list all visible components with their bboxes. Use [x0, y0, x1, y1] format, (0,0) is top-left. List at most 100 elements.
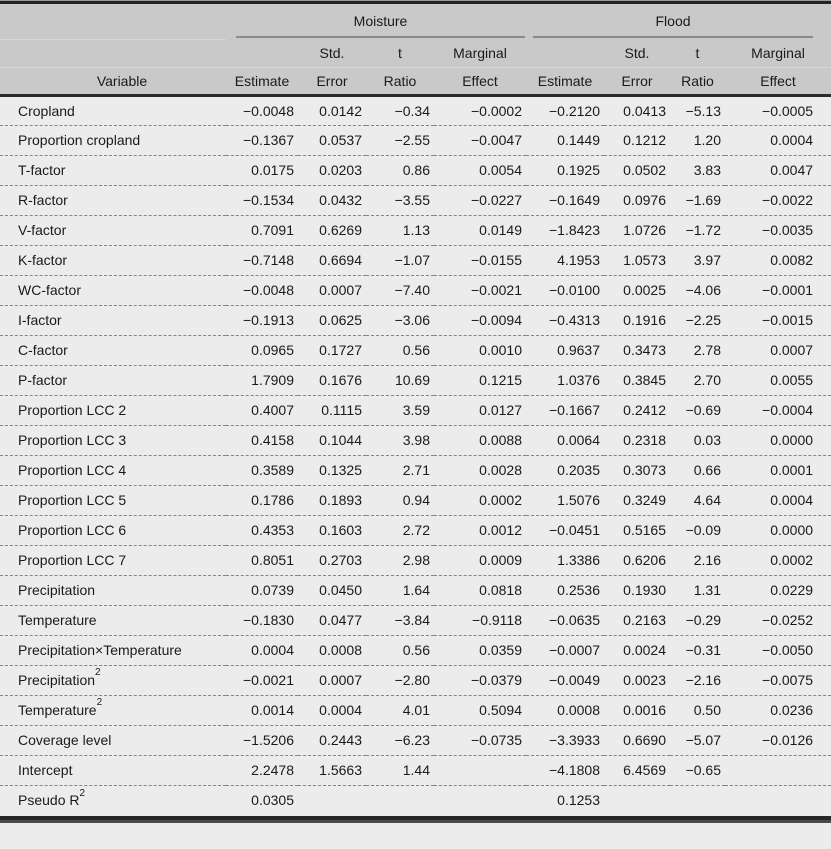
value-cell: 0.0007	[298, 665, 366, 696]
value-cell: 1.31	[670, 575, 725, 606]
subheader-row-2: Variable Estimate Error Ratio Effect Est…	[0, 67, 831, 97]
value-cell: −0.0021	[434, 275, 526, 306]
value-cell: 0.0002	[725, 545, 831, 576]
variable-cell: Intercept	[0, 755, 226, 786]
value-cell: −0.29	[670, 605, 725, 636]
value-cell: 0.0739	[226, 575, 298, 606]
value-cell: −0.0047	[434, 125, 526, 156]
value-cell: 0.0502	[604, 155, 670, 186]
value-cell: 2.16	[670, 545, 725, 576]
variable-cell: R-factor	[0, 185, 226, 216]
value-cell: −7.40	[366, 275, 434, 306]
value-cell: 0.3073	[604, 455, 670, 486]
value-cell: 0.0413	[604, 95, 670, 126]
value-cell	[434, 785, 526, 815]
value-cell	[670, 785, 725, 815]
value-cell: 0.0149	[434, 215, 526, 246]
table-header: Moisture Flood Std. t Marginal Std. t M	[0, 5, 831, 97]
moisture-estimate-header: Estimate	[226, 67, 298, 97]
flood-group-label: Flood	[655, 12, 691, 29]
value-cell: 2.2478	[226, 755, 298, 786]
variable-cell: WC-factor	[0, 275, 226, 306]
table-row: Coverage level −1.5206 0.2443 −6.23 −0.0735−…	[0, 725, 831, 756]
table-row: C-factor 0.0965 0.1727 0.56 0.0010 0.9637 0.34…	[0, 335, 831, 366]
variable-cell: K-factor	[0, 245, 226, 276]
table-row: Temperature −0.1830 0.0477 −3.84 −0.9118 −0.0…	[0, 605, 831, 636]
value-cell: 3.97	[670, 245, 725, 276]
column-group-moisture: Moisture	[226, 5, 526, 39]
value-cell: −0.0048	[226, 275, 298, 306]
variable-cell: Precipitation2	[0, 665, 226, 696]
value-cell: 0.0305	[251, 792, 294, 809]
value-cell: 2.78	[670, 335, 725, 366]
value-cell: 0.0002	[434, 485, 526, 516]
variable-cell: Cropland	[0, 95, 226, 126]
value-cell: 0.0047	[725, 155, 831, 186]
flood-t-header: t	[670, 39, 725, 68]
value-cell: 0.1449	[526, 125, 604, 156]
value-cell: 6.4569	[604, 755, 670, 786]
value-cell: 0.03	[670, 425, 725, 456]
flood-ratio-header: Ratio	[670, 67, 725, 97]
value-cell: −0.4313	[526, 305, 604, 336]
value-cell: −3.3933	[526, 725, 604, 756]
table-row: I-factor −0.1913 0.0625 −3.06 −0.0094 −0.4313…	[0, 305, 831, 336]
value-cell: 0.0023	[604, 665, 670, 696]
variable-cell: Pseudo R2	[18, 787, 86, 809]
value-cell: 0.0082	[725, 245, 831, 276]
table-row: Cropland −0.0048 0.0142 −0.34 −0.0002 −0.2120…	[0, 95, 831, 126]
value-cell: −1.69	[670, 185, 725, 216]
value-cell: 1.20	[670, 125, 725, 156]
value-cell: 0.0432	[298, 185, 366, 216]
value-cell: 0.0009	[434, 545, 526, 576]
value-cell: 0.0055	[725, 365, 831, 396]
table-row: WC-factor −0.0048 0.0007 −7.40 −0.0021 −0.010…	[0, 275, 831, 306]
value-cell: 2.70	[670, 365, 725, 396]
value-cell: 0.86	[366, 155, 434, 186]
variable-cell: Proportion LCC 6	[0, 515, 226, 546]
value-cell: 0.0818	[434, 575, 526, 606]
value-cell: 0.6694	[298, 245, 366, 276]
table-top-rule	[0, 0, 831, 5]
value-cell: −0.09	[670, 515, 725, 546]
value-cell: −0.34	[366, 95, 434, 126]
value-cell: 0.2443	[298, 725, 366, 756]
value-cell: 0.0008	[526, 695, 604, 726]
variable-cell: C-factor	[0, 335, 226, 366]
value-cell: −3.55	[366, 185, 434, 216]
value-cell: −0.65	[670, 755, 725, 786]
value-cell: 0.0004	[725, 125, 831, 156]
value-cell: 0.0976	[604, 185, 670, 216]
value-cell: 0.0088	[434, 425, 526, 456]
value-cell	[725, 755, 831, 786]
value-cell: 0.0965	[226, 335, 298, 366]
value-cell: 0.1044	[298, 425, 366, 456]
value-cell: −6.23	[366, 725, 434, 756]
value-cell: 0.0127	[434, 395, 526, 426]
value-cell: −0.1367	[226, 125, 298, 156]
value-cell: 2.72	[366, 515, 434, 546]
column-group-row: Moisture Flood	[0, 5, 831, 40]
value-cell: −0.0007	[526, 635, 604, 666]
moisture-group-label: Moisture	[353, 12, 408, 29]
value-cell: 0.0008	[298, 635, 366, 666]
value-cell: −0.0252	[725, 605, 831, 636]
table-row: Proportion LCC 4 0.3589 0.1325 2.71 0.0028 0.…	[0, 455, 831, 486]
variable-cell: I-factor	[0, 305, 226, 336]
value-cell: −1.07	[366, 245, 434, 276]
value-cell: 0.0010	[434, 335, 526, 366]
variable-group-spacer	[0, 5, 226, 40]
table-row: Precipitation×Temperature 0.0004 0.0008 0.5…	[0, 635, 831, 666]
table-row: R-factor −0.1534 0.0432 −3.55 −0.0227 −0.1649…	[0, 185, 831, 216]
value-cell: 0.2703	[298, 545, 366, 576]
variable-cell: Proportion cropland	[0, 125, 226, 156]
value-cell: 0.1115	[298, 395, 366, 426]
value-cell: 0.0477	[298, 605, 366, 636]
table-row: Precipitation2 −0.0021 0.0007 −2.80 −0.0379−…	[0, 665, 831, 696]
variable-cell: V-factor	[0, 215, 226, 246]
table-row: V-factor 0.7091 0.6269 1.13 0.0149 −1.8423 1.0…	[0, 215, 831, 246]
value-cell: 0.9637	[526, 335, 604, 366]
value-cell: −0.0049	[526, 665, 604, 696]
value-cell: 0.0007	[298, 275, 366, 306]
value-cell: −5.13	[670, 95, 725, 126]
